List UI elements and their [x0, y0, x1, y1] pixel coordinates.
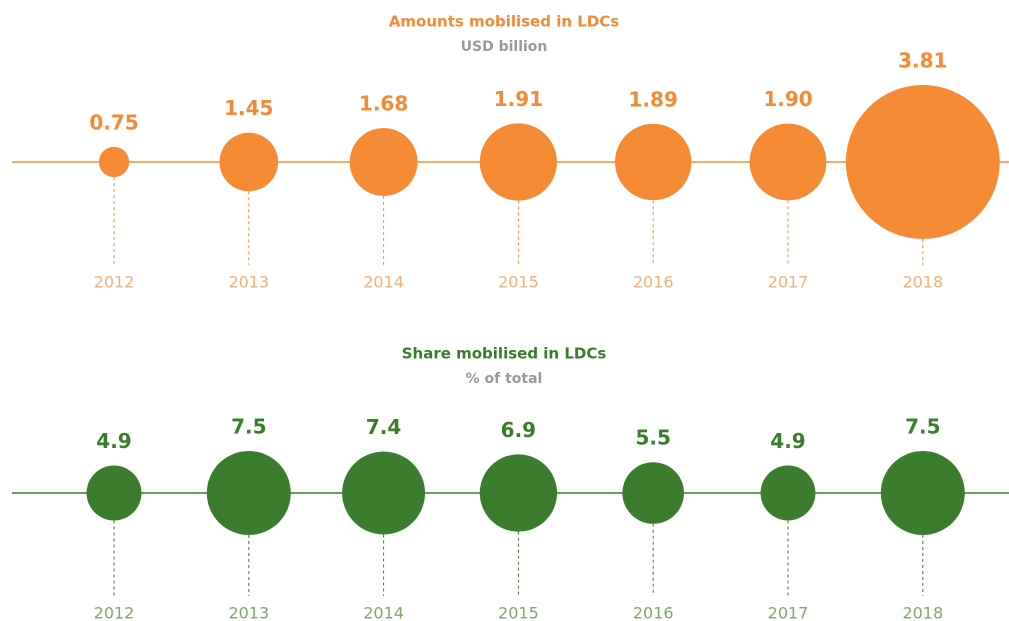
x-tick-label: 2017 — [768, 604, 809, 621]
data-label: 4.9 — [96, 429, 131, 453]
x-tick-label: 2017 — [768, 273, 809, 292]
data-label: 6.9 — [501, 418, 536, 442]
bubble — [615, 123, 692, 201]
data-label: 1.91 — [494, 87, 543, 111]
x-tick-label: 2014 — [363, 604, 404, 621]
bubble — [749, 123, 827, 201]
data-label: 1.45 — [224, 96, 273, 120]
x-tick-label: 2014 — [363, 273, 404, 292]
x-tick-label: 2015 — [498, 273, 539, 292]
data-label: 7.5 — [231, 415, 266, 439]
chart-subtitle: USD billion — [461, 39, 548, 55]
bubble — [845, 85, 1000, 239]
data-label: 0.75 — [89, 110, 138, 134]
bubble — [206, 451, 291, 535]
x-tick-label: 2013 — [228, 604, 269, 621]
bubble — [760, 465, 816, 521]
x-tick-label: 2018 — [902, 604, 943, 621]
bubble — [349, 128, 418, 196]
data-label: 1.68 — [359, 92, 408, 116]
x-tick-label: 2015 — [498, 604, 539, 621]
bubble — [98, 146, 130, 178]
x-tick-label: 2012 — [94, 604, 135, 621]
bubble — [622, 462, 684, 524]
chart-title: Share mobilised in LDCs — [402, 345, 607, 363]
data-label: 1.90 — [763, 87, 812, 111]
data-label: 1.89 — [629, 87, 678, 111]
data-label: 3.81 — [898, 49, 947, 73]
data-label: 7.4 — [366, 415, 401, 439]
chart-title: Amounts mobilised in LDCs — [389, 13, 619, 31]
data-label: 4.9 — [770, 429, 805, 453]
x-tick-label: 2013 — [228, 273, 269, 292]
x-tick-label: 2016 — [633, 273, 674, 292]
bubble — [342, 451, 426, 535]
x-tick-label: 2018 — [902, 273, 943, 292]
bubble — [86, 465, 142, 521]
data-label: 5.5 — [635, 426, 670, 450]
bubble — [479, 123, 557, 201]
bubble — [479, 454, 558, 532]
bubble — [880, 451, 965, 535]
bubble — [219, 132, 279, 192]
x-tick-label: 2016 — [633, 604, 674, 621]
chart-subtitle: % of total — [466, 371, 543, 387]
x-tick-label: 2012 — [94, 273, 135, 292]
data-label: 7.5 — [905, 415, 940, 439]
